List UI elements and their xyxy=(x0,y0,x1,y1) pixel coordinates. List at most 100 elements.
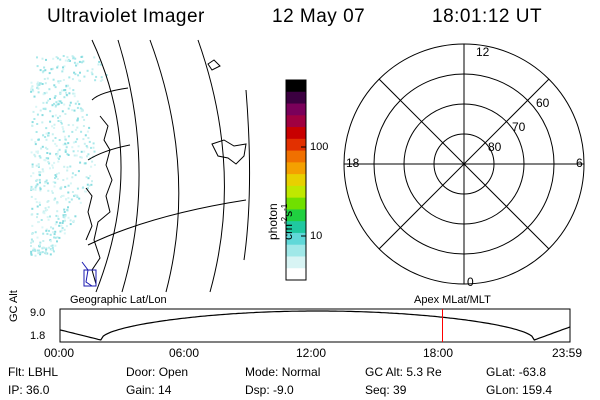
emission-pixel xyxy=(64,215,67,218)
emission-pixel xyxy=(30,213,33,216)
emission-pixel xyxy=(73,61,76,64)
emission-pixel xyxy=(79,71,81,74)
emission-pixel xyxy=(65,91,67,94)
emission-pixel xyxy=(101,78,104,81)
emission-pixel xyxy=(38,82,41,85)
emission-pixel xyxy=(84,134,87,137)
mlat-label-80: 80 xyxy=(488,140,502,154)
emission-pixel xyxy=(41,57,44,60)
emission-pixel xyxy=(87,153,90,156)
emission-pixel xyxy=(48,72,51,75)
emission-pixel xyxy=(53,233,56,236)
emission-pixel xyxy=(41,83,44,85)
colorbar-swatch xyxy=(286,115,306,128)
emission-pixel xyxy=(53,236,56,239)
info-flt-value: LBHL xyxy=(28,365,59,379)
emission-pixel xyxy=(37,138,40,141)
emission-pixel xyxy=(39,203,41,206)
info-mode: Mode: Normal xyxy=(245,365,320,379)
emission-pixel xyxy=(51,246,54,249)
emission-pixel xyxy=(69,101,72,104)
emission-pixel xyxy=(86,69,89,72)
emission-pixel xyxy=(56,150,59,153)
emission-pixel xyxy=(64,142,67,145)
emission-pixel xyxy=(62,79,65,81)
emission-pixel xyxy=(49,240,52,243)
emission-pixel xyxy=(44,69,47,72)
emission-pixel xyxy=(36,249,39,252)
emission-pixel xyxy=(47,206,50,209)
colorbar-swatch xyxy=(286,244,306,258)
info-flt: Flt: LBHL xyxy=(8,365,58,379)
emission-pixel xyxy=(33,95,36,98)
emission-pixel xyxy=(59,115,62,118)
colorbar-tick-10: 10 xyxy=(310,230,323,242)
emission-pixel xyxy=(66,166,69,169)
emission-pixel xyxy=(60,186,63,189)
emission-pixel xyxy=(56,178,59,180)
emission-pixel xyxy=(74,215,77,218)
emission-pixel xyxy=(85,145,88,147)
emission-pixel xyxy=(57,120,60,122)
emission-pixel xyxy=(71,78,74,81)
emission-pixel xyxy=(51,104,54,107)
emission-pixel xyxy=(64,138,67,141)
emission-pixel xyxy=(97,63,100,66)
emission-pixel xyxy=(86,155,88,158)
info-flt-label: Flt: xyxy=(8,365,25,379)
info-dsp-value: -9.0 xyxy=(273,383,294,397)
emission-pixel xyxy=(58,148,61,151)
emission-pixel xyxy=(76,100,79,103)
emission-pixel xyxy=(54,86,57,89)
emission-pixel xyxy=(39,241,42,244)
emission-pixel xyxy=(71,191,74,193)
emission-pixel xyxy=(54,197,57,200)
emission-pixel xyxy=(46,200,49,203)
emission-pixel xyxy=(98,60,101,63)
mlt-label-0: 0 xyxy=(467,275,474,289)
emission-pixel xyxy=(45,247,48,250)
emission-pixel xyxy=(78,60,81,63)
emission-pixel xyxy=(64,185,67,188)
emission-pixel xyxy=(36,183,39,186)
emission-pixel xyxy=(37,165,40,168)
emission-pixel xyxy=(45,248,48,251)
colorbar-swatch xyxy=(286,80,306,93)
emission-pixel xyxy=(35,201,38,204)
emission-pixel xyxy=(67,206,69,209)
info-gain-label: Gain: xyxy=(126,383,155,397)
emission-pixel xyxy=(51,115,54,118)
emission-pixel xyxy=(41,226,44,229)
emission-pixel xyxy=(48,88,51,91)
emission-pixel xyxy=(59,221,62,224)
emission-pixel xyxy=(40,251,43,254)
emission-pixel xyxy=(42,240,45,242)
info-ip-value: 36.0 xyxy=(26,383,50,397)
emission-pixel xyxy=(81,156,83,159)
parallel-line xyxy=(87,199,247,246)
emission-pixel xyxy=(76,119,79,122)
emission-pixel xyxy=(46,148,49,150)
emission-pixel xyxy=(81,61,83,64)
emission-pixel xyxy=(33,153,36,156)
emission-pixel xyxy=(36,213,39,216)
emission-pixel xyxy=(59,187,62,190)
emission-pixel xyxy=(93,56,96,59)
emission-pixel xyxy=(72,219,75,222)
emission-pixel xyxy=(73,154,76,157)
emission-pixel xyxy=(55,214,58,217)
emission-pixel xyxy=(52,231,55,234)
emission-pixel xyxy=(33,118,36,120)
emission-pixel xyxy=(76,194,79,197)
emission-pixel xyxy=(55,175,58,178)
emission-pixel xyxy=(63,103,66,106)
emission-pixel xyxy=(74,102,77,105)
emission-pixel xyxy=(76,106,79,109)
colorbar-swatch xyxy=(286,174,306,187)
emission-pixel xyxy=(68,76,71,79)
emission-pixel xyxy=(36,123,39,125)
emission-pixel xyxy=(87,187,89,190)
coastline xyxy=(91,115,113,285)
emission-pixel xyxy=(31,88,34,91)
